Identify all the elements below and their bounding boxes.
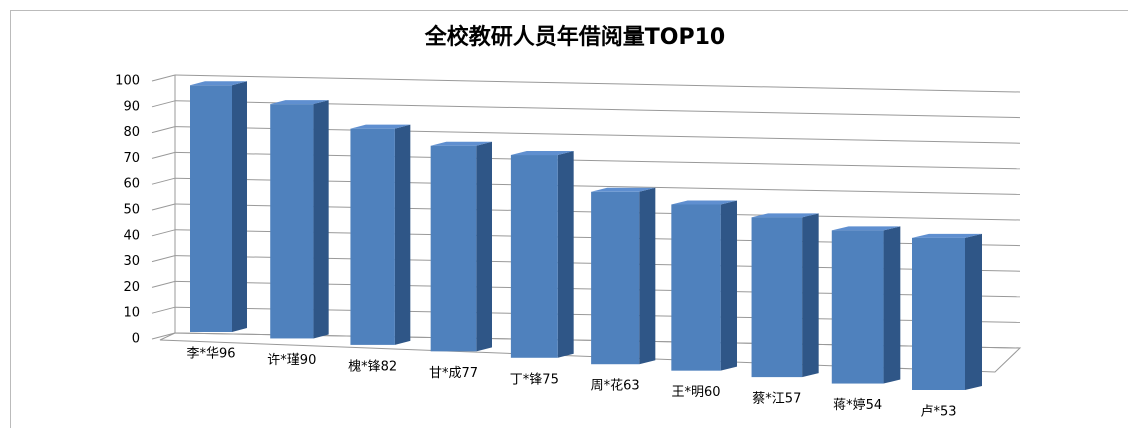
chart-title: 全校教研人员年借阅量TOP10	[424, 24, 725, 50]
bar	[912, 237, 965, 390]
x-tick-label: 卢*53	[920, 404, 956, 420]
y-tick-label: 10	[123, 306, 140, 321]
tick-mark	[151, 126, 176, 134]
bar-side	[232, 81, 247, 332]
bar	[510, 155, 558, 358]
y-tick-label: 70	[123, 151, 140, 166]
tick-mark	[151, 229, 176, 237]
bar	[591, 191, 640, 365]
bar	[671, 204, 721, 371]
x-tick-label: 许*瑾90	[267, 353, 316, 368]
bar-side	[639, 187, 656, 365]
y-tick-label: 100	[115, 74, 140, 89]
bar-side	[802, 213, 819, 378]
y-tick-label: 30	[123, 254, 140, 269]
tick-mark	[151, 100, 176, 108]
y-tick-label: 50	[123, 203, 140, 218]
bar-side	[883, 226, 901, 384]
tick-mark	[151, 151, 176, 159]
y-tick-label: 40	[123, 228, 140, 243]
x-tick-label: 李*华96	[186, 347, 235, 362]
y-tick-label: 0	[132, 332, 140, 347]
bar-top	[591, 187, 656, 192]
y-tick-label: 80	[123, 125, 140, 140]
bar-top	[190, 81, 247, 86]
x-tick-label: 王*明60	[671, 385, 720, 400]
bar	[270, 104, 314, 339]
bar-side	[720, 200, 737, 371]
x-tick-label: 周*花63	[591, 378, 640, 394]
tick-mark	[151, 203, 176, 211]
x-tick-label: 蔡*江57	[752, 392, 801, 407]
bar	[751, 217, 803, 378]
tick-mark	[151, 74, 176, 82]
x-tick-label: 槐*锋82	[348, 358, 397, 374]
bar-side	[313, 100, 329, 339]
y-tick-label: 60	[123, 177, 140, 192]
bar-top	[510, 151, 574, 156]
bar-top	[831, 226, 901, 231]
bar-top	[350, 124, 411, 129]
bar-top	[270, 100, 329, 105]
bar-top	[430, 141, 492, 146]
bar	[350, 128, 395, 345]
bar-side	[557, 151, 574, 358]
bar-side	[394, 124, 411, 345]
x-tick-label: 蒋*婷54	[833, 397, 882, 413]
bar-side	[965, 233, 982, 390]
tick-mark	[151, 177, 176, 185]
tick-mark	[151, 255, 176, 263]
bar	[430, 145, 477, 352]
bar	[190, 85, 232, 332]
frame	[10, 10, 1128, 428]
bar	[831, 230, 884, 384]
bar-top	[912, 233, 982, 238]
bar-top	[751, 213, 819, 218]
x-tick-label: 丁*锋75	[510, 372, 559, 387]
tick-mark	[151, 332, 176, 340]
y-tick-label: 90	[123, 99, 140, 114]
y-tick-label: 20	[123, 280, 140, 295]
bar-top	[671, 200, 737, 205]
tick-mark	[151, 306, 176, 314]
tick-mark	[151, 280, 176, 288]
bar-side	[476, 141, 492, 352]
x-tick-label: 甘*成77	[429, 366, 478, 381]
grid-line	[174, 74, 1021, 93]
